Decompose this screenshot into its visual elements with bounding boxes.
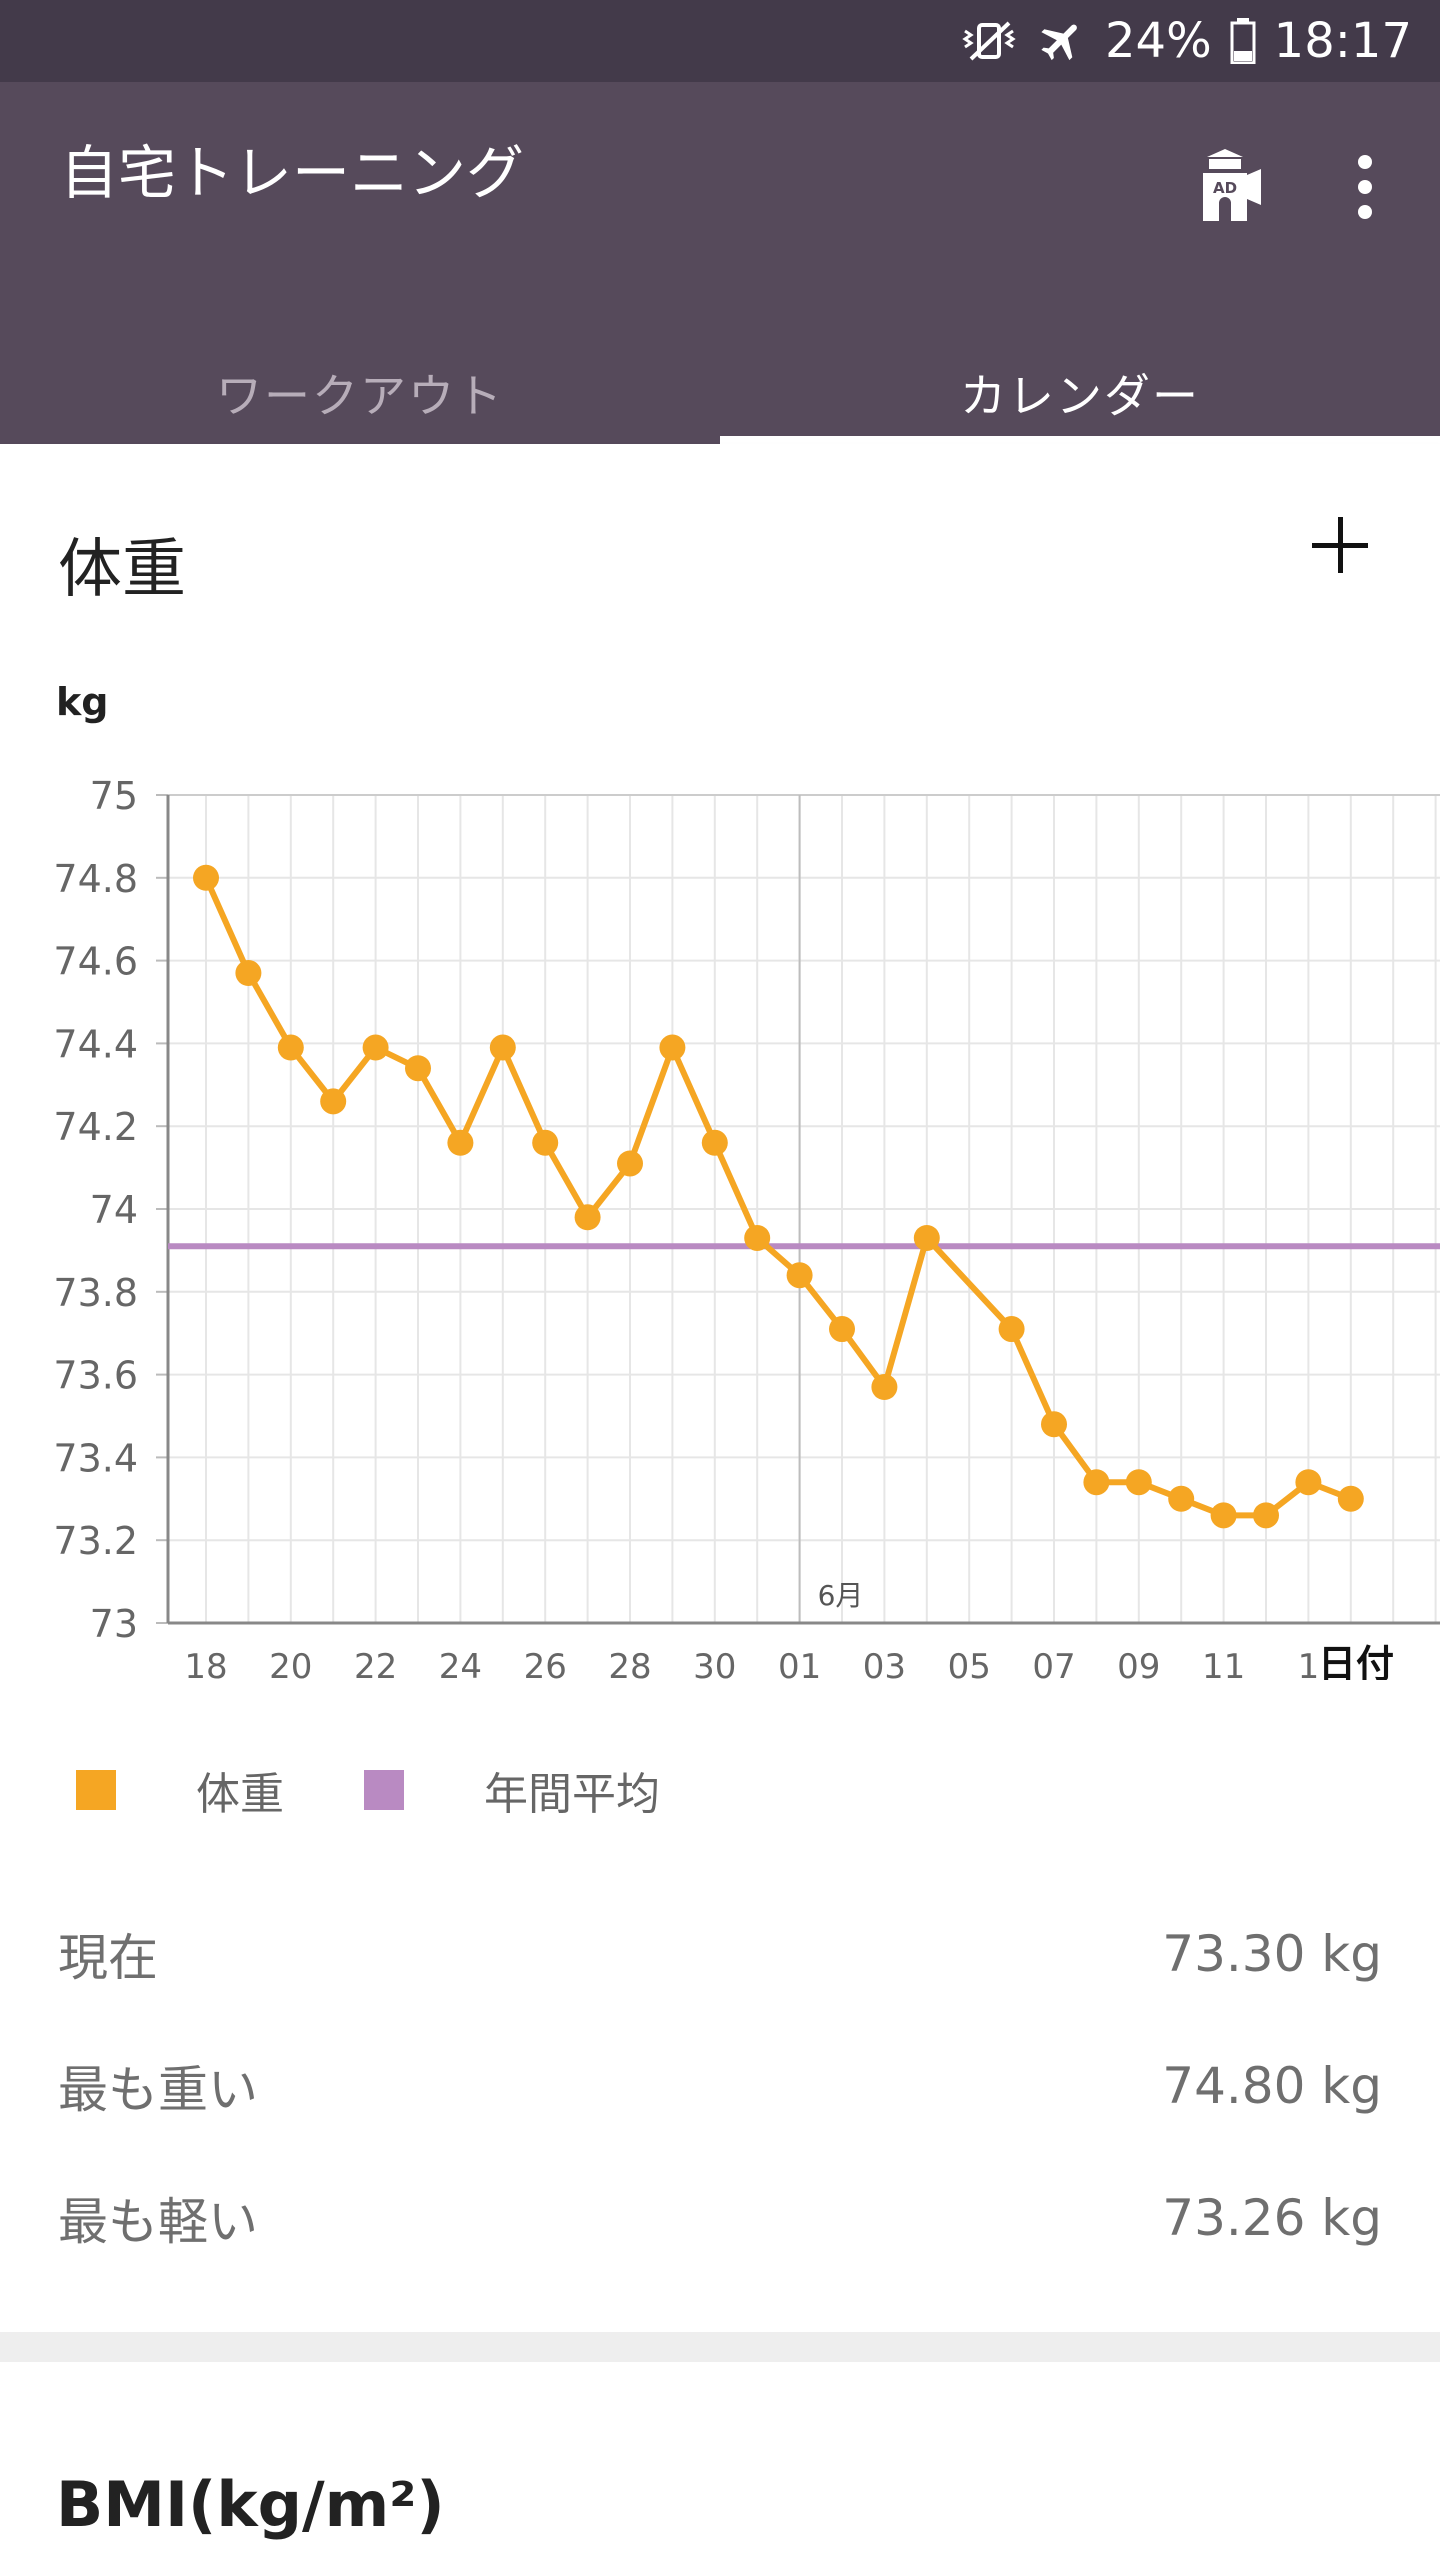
app-title: 自宅トレーニング [60, 139, 525, 207]
weight-data-point [998, 1316, 1025, 1343]
more-vert-icon [1358, 155, 1372, 219]
weight-chart: 73 73.2 73.4 73.6 73.8 74 74.2 74.4 74.6 74.8 75 6月… [53, 680, 1440, 1680]
more-options-button[interactable] [1320, 142, 1410, 232]
status-bar: 24% 18:17 [0, 0, 1440, 82]
chart-legend: 体重 年間平均 [76, 1760, 740, 1820]
y-tick-label: 74 [90, 1188, 138, 1232]
x-tick-label: 11 [1202, 1647, 1245, 1680]
x-axis-label: 日付 [1318, 1642, 1394, 1680]
legend-label-weight: 体重 [196, 1769, 284, 1820]
weight-data-point [1210, 1502, 1237, 1529]
x-tick-label: 24 [439, 1647, 482, 1680]
y-tick-label: 75 [90, 774, 138, 818]
weight-data-point [913, 1224, 940, 1251]
y-tick-label: 73.4 [53, 1436, 138, 1480]
tab-bar: ワークアウト カレンダー [0, 342, 1440, 444]
weight-data-point [362, 1034, 389, 1061]
x-tick-label: 26 [524, 1647, 567, 1680]
x-tick-label: 18 [184, 1647, 227, 1680]
card-divider [0, 2332, 1440, 2362]
vibrate-muted-icon [959, 19, 1019, 63]
weight-data-point [1295, 1469, 1322, 1496]
weight-data-point [829, 1316, 855, 1343]
x-tick-label: 09 [1117, 1647, 1160, 1680]
weight-data-point [447, 1129, 474, 1156]
weight-data-point [617, 1150, 643, 1177]
app-bar: 自宅トレーニング AD ワークアウト カレンダー [0, 82, 1440, 444]
x-tick-label: 05 [948, 1647, 991, 1680]
weight-data-point [235, 960, 262, 987]
remove-ads-button[interactable]: AD [1180, 142, 1270, 232]
weight-data-point [405, 1055, 431, 1082]
x-tick-label: 22 [354, 1647, 397, 1680]
tab-workout[interactable]: ワークアウト [216, 369, 504, 423]
weight-card [0, 444, 1440, 2332]
x-tick-label: 28 [608, 1647, 651, 1680]
y-tick-label: 73.6 [53, 1354, 138, 1398]
weight-data-point [489, 1034, 516, 1061]
weight-data-point [1083, 1469, 1110, 1496]
month-marker-label: 6月 [818, 1579, 864, 1612]
weight-data-point [1253, 1502, 1279, 1529]
weight-data-point [871, 1374, 898, 1401]
battery-icon [1230, 18, 1256, 64]
stat-label: 現在 [58, 1929, 158, 1987]
weight-data-point [320, 1088, 347, 1115]
stat-row-current: 現在 73.30 kg [58, 1888, 1382, 2020]
weight-card-title: 体重 [58, 533, 186, 607]
stat-label: 最も軽い [58, 2193, 258, 2251]
y-tick-label: 74.6 [53, 940, 138, 984]
x-tick-label: 01 [778, 1647, 821, 1680]
weight-data-point [1125, 1469, 1152, 1496]
tab-calendar[interactable]: カレンダー [720, 342, 1440, 444]
weight-data-point [786, 1262, 813, 1289]
weight-data-point [532, 1129, 559, 1156]
y-tick-label: 74.8 [53, 857, 138, 901]
y-tick-label: 74.2 [53, 1105, 138, 1149]
stat-row-lightest: 最も軽い 73.26 kg [58, 2152, 1382, 2284]
weight-data-point [193, 864, 219, 891]
weight-data-point [701, 1129, 728, 1156]
y-axis-label: kg [56, 680, 108, 724]
x-tick-label: 20 [269, 1647, 312, 1680]
battery-percentage: 24% [1104, 13, 1212, 69]
weight-data-point [1337, 1485, 1364, 1512]
ad-badge-text: AD [1213, 179, 1237, 197]
weight-data-point [277, 1034, 304, 1061]
stat-value: 73.26 kg [1162, 2189, 1382, 2247]
x-tick-label: 30 [693, 1647, 736, 1680]
airplane-mode-icon [1037, 16, 1087, 66]
weight-series-line [203, 876, 1352, 1519]
bmi-card-title: BMI(kg/m²) [56, 2468, 445, 2541]
y-tick-label: 73.2 [53, 1519, 138, 1563]
weight-data-point [1041, 1411, 1067, 1438]
weight-stats: 現在 73.30 kg 最も重い 74.80 kg 最も軽い 73.26 kg [58, 1888, 1382, 2284]
stat-value: 74.80 kg [1162, 2057, 1382, 2115]
weight-data-point [574, 1204, 601, 1231]
x-tick-label: 07 [1032, 1647, 1075, 1680]
status-right: 24% 18:17 [959, 0, 1412, 82]
y-tick-label: 74.4 [53, 1022, 138, 1066]
weight-data-point [1168, 1485, 1195, 1512]
stat-value: 73.30 kg [1162, 1925, 1382, 1983]
remove-ads-icon: AD [1203, 149, 1261, 221]
status-time: 18:17 [1273, 13, 1412, 69]
y-tick-label: 73.8 [53, 1271, 138, 1315]
legend-swatch-annual-average [364, 1770, 404, 1810]
add-weight-button[interactable] [1300, 505, 1380, 585]
x-tick-label: 1 [1298, 1647, 1320, 1680]
legend-swatch-weight [76, 1770, 116, 1810]
stat-row-heaviest: 最も重い 74.80 kg [58, 2020, 1382, 2152]
x-tick-label: 03 [863, 1647, 906, 1680]
legend-label-annual-average: 年間平均 [484, 1769, 660, 1820]
y-tick-label: 73 [90, 1602, 138, 1646]
weight-data-point [659, 1034, 686, 1061]
weight-data-point [744, 1224, 771, 1251]
stat-label: 最も重い [58, 2061, 258, 2119]
